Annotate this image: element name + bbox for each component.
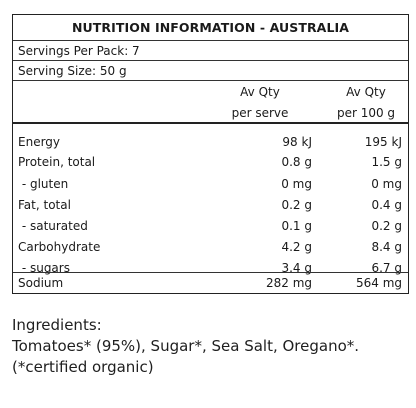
per-100g-value: 0.2 g [371,219,402,233]
per-serve-value: 0.8 g [281,155,312,169]
per-100g-value: 8.4 g [371,240,402,254]
nutrient-label: - saturated [18,219,88,233]
table-row-saturated: - saturated 0.1 g 0.2 g [13,216,408,236]
per-100g-value: 195 kJ [364,135,402,149]
ingredients-list: Tomatoes* (95%), Sugar*, Sea Salt, Orega… [12,337,360,355]
nutrient-label: Protein, total [18,155,96,169]
per-serve-value: 4.2 g [281,240,312,254]
per-serve-header-line2: per serve [231,106,289,120]
nutrient-label: Fat, total [18,198,71,212]
nutrient-label: - gluten [18,177,69,191]
nutrient-label: Energy [18,135,61,149]
serving-size: Serving Size: 50 g [13,60,408,80]
servings-per-pack: Servings Per Pack: 7 [13,40,408,60]
per-serve-value: 98 kJ [282,135,312,149]
per-100g-header-line2: per 100 g [336,106,396,120]
table-row-gluten: - gluten 0 mg 0 mg [13,174,408,194]
per-100g-value: 0.4 g [371,198,402,212]
table-row-sugars: - sugars 3.4 g 6.7 g [13,258,408,278]
ingredients-note: (*certified organic) [12,358,154,376]
ingredients-block: Ingredients: Tomatoes* (95%), Sugar*, Se… [12,315,359,378]
per-serve-header-line1: Av Qty [240,85,280,99]
per-100g-value: 564 mg [355,276,402,290]
table-row-protein: Protein, total 0.8 g 1.5 g [13,152,408,172]
per-serve-value: 0.1 g [281,219,312,233]
nutrition-panel: NUTRITION INFORMATION - AUSTRALIA Servin… [12,14,409,294]
nutrient-label: Carbohydrate [18,240,101,254]
per-serve-value: 0 mg [281,177,312,191]
per-serve-value: 3.4 g [281,261,312,275]
per-100g-header-line1: Av Qty [346,85,386,99]
ingredients-heading: Ingredients: [12,316,102,334]
nutrient-label: Sodium [18,276,64,290]
table-row-energy: Energy 98 kJ 195 kJ [13,132,408,152]
header-divider [13,122,408,124]
per-100g-value: 0 mg [371,177,402,191]
column-header-row-2: per serve per 100 g [13,102,408,124]
per-serve-value: 282 mg [265,276,312,290]
nutrient-label: - sugars [18,261,70,275]
per-serve-value: 0.2 g [281,198,312,212]
per-100g-value: 1.5 g [371,155,402,169]
table-row-sodium: Sodium 282 mg 564 mg [13,272,408,293]
table-row-fat: Fat, total 0.2 g 0.4 g [13,195,408,215]
column-header-row-1: Av Qty Av Qty [13,80,408,102]
per-100g-value: 6.7 g [371,261,402,275]
table-row-carbohydrate: Carbohydrate 4.2 g 8.4 g [13,237,408,257]
panel-title: NUTRITION INFORMATION - AUSTRALIA [71,20,350,35]
